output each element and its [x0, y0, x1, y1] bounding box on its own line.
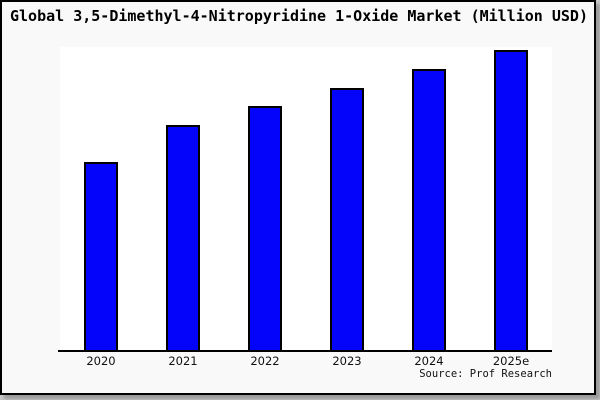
- bar-slot: [142, 47, 224, 350]
- x-tick-label-2025e: 2025e: [492, 354, 530, 368]
- bar-2021: [166, 124, 200, 350]
- x-axis-line: [58, 350, 552, 352]
- x-tick-label-2024: 2024: [414, 354, 444, 368]
- bar-2023: [330, 87, 364, 350]
- bar-2025e: [494, 50, 528, 350]
- plot-area: [58, 47, 552, 352]
- bar-slot: [470, 47, 552, 350]
- bar-2024: [412, 69, 446, 350]
- x-axis-labels: 2020 2021 2022 2023 2024 2025e: [60, 354, 552, 368]
- x-tick-label-2021: 2021: [168, 354, 198, 368]
- x-tick-label-2020: 2020: [86, 354, 116, 368]
- chart-title: Global 3,5-Dimethyl-4-Nitropyridine 1-Ox…: [10, 7, 588, 25]
- bar-2020: [84, 162, 118, 350]
- source-credit: Source: Prof Research: [419, 368, 552, 380]
- bar-slot: [306, 47, 388, 350]
- x-tick-label-2023: 2023: [332, 354, 362, 368]
- bar-slot: [60, 47, 142, 350]
- bar-slot: [224, 47, 306, 350]
- bar-2022: [248, 106, 282, 350]
- x-tick-label-2022: 2022: [250, 354, 280, 368]
- bar-slot: [388, 47, 470, 350]
- bars-container: [60, 47, 552, 350]
